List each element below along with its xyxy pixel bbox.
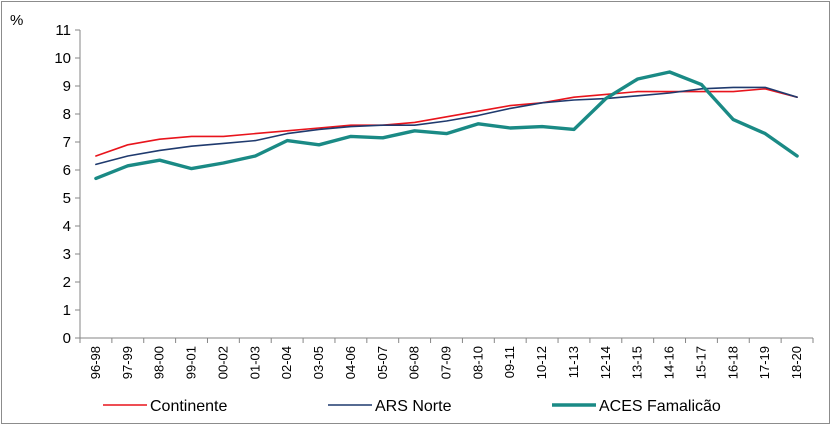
series-lines (94, 70, 799, 181)
x-tick-label: 08-10 (470, 346, 485, 379)
y-tick-label: 7 (63, 134, 71, 151)
x-tick-label: 96-98 (88, 346, 103, 379)
x-tick-label: 15-17 (693, 346, 708, 379)
series-line-2 (95, 86, 798, 166)
x-tick-label: 10-12 (534, 346, 549, 379)
x-tick-label: 18-20 (789, 346, 804, 379)
y-axis-unit-label: % (10, 12, 23, 29)
x-tick-label: 00-02 (215, 346, 230, 379)
y-tick-label: 4 (63, 218, 71, 235)
y-tick-label: 8 (63, 106, 71, 123)
x-tick-label: 03-05 (311, 346, 326, 379)
y-tick-label: 6 (63, 162, 71, 179)
x-tick-label: 16-18 (725, 346, 740, 379)
y-tick-label: 10 (54, 50, 71, 67)
legend-label-1: Continente (150, 398, 227, 415)
y-tick-label: 5 (63, 190, 71, 207)
legend-label-3: ACES Famalicão (599, 398, 721, 415)
x-tick-label: 99-01 (184, 346, 199, 379)
y-tick-label: 1 (63, 302, 71, 319)
x-tick-label: 97-99 (120, 346, 135, 379)
x-tick-label: 98-00 (152, 346, 167, 379)
x-tick-label: 07-09 (439, 346, 454, 379)
x-tick-label: 01-03 (247, 346, 262, 379)
y-tick-label: 11 (55, 22, 71, 39)
x-tick-label: 11-13 (566, 346, 581, 378)
x-tick-label: 14-16 (662, 346, 677, 379)
x-tick-label: 06-08 (407, 346, 422, 379)
x-axis-ticks: 96-98 97-99 98-00 99-01 00-02 01-03 02-04 03-05… (79, 338, 814, 379)
y-tick-label: 9 (63, 78, 71, 95)
x-tick-label: 05-07 (375, 346, 390, 379)
x-tick-label: 13-15 (630, 346, 645, 379)
series-line-3 (94, 70, 799, 181)
y-axis-ticks: 0 1 2 3 4 5 6 7 8 9 10 11 (54, 22, 80, 347)
x-tick-label: 04-06 (343, 346, 358, 379)
x-tick-label: 12-14 (598, 346, 613, 379)
axes (79, 30, 813, 339)
legend: Continente ARS Norte ACES Famalicão (103, 398, 721, 415)
y-tick-label: 3 (63, 246, 71, 263)
y-tick-label: 0 (63, 330, 71, 347)
x-tick-label: 02-04 (279, 346, 294, 379)
x-tick-label: 17-19 (757, 346, 772, 379)
y-tick-label: 2 (63, 274, 71, 291)
x-tick-label: 09-11 (502, 346, 517, 378)
legend-label-2: ARS Norte (375, 398, 452, 415)
